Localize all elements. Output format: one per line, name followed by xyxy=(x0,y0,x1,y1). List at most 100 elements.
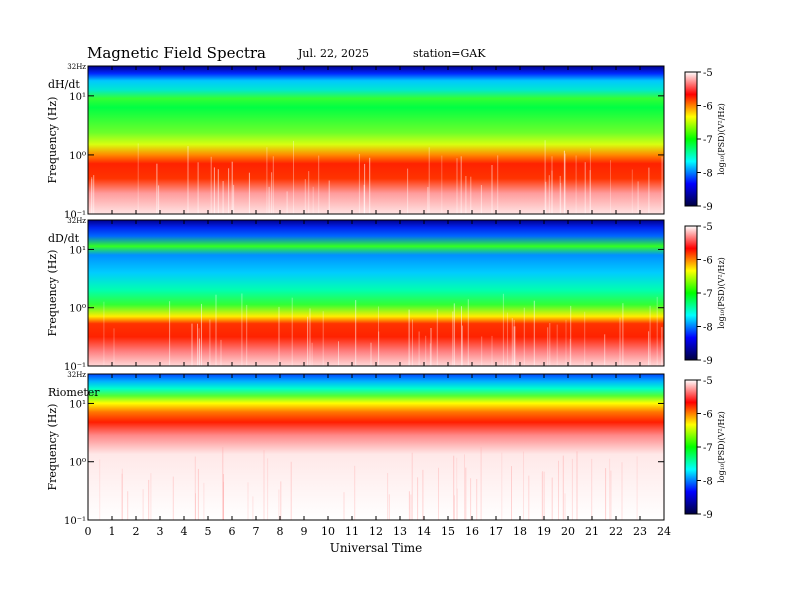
noise-streak xyxy=(571,458,573,520)
noise-streak xyxy=(228,168,230,214)
y-tick-label: 10¹ xyxy=(69,245,86,256)
noise-streak xyxy=(576,451,578,520)
noise-streak xyxy=(507,312,508,366)
noise-streak xyxy=(280,481,282,520)
noise-streak xyxy=(548,175,550,214)
noise-streak xyxy=(661,327,663,366)
spectrogram-panel-3 xyxy=(88,374,664,520)
noise-streak xyxy=(222,474,224,520)
noise-streak xyxy=(209,319,211,366)
y-tick-label: 10⁻¹ xyxy=(64,362,86,373)
noise-streak xyxy=(113,328,115,366)
noise-streak xyxy=(210,156,212,214)
noise-streak xyxy=(203,482,205,520)
x-tick-label: 19 xyxy=(537,525,551,538)
noise-streak xyxy=(417,477,419,520)
noise-streak xyxy=(215,294,217,366)
noise-streak xyxy=(551,477,553,520)
panel-name: dH/dt xyxy=(48,78,80,91)
noise-streak xyxy=(290,461,292,520)
noise-streak xyxy=(441,155,443,214)
colorbar-tick-label: -7 xyxy=(703,289,713,300)
spectrogram-panel-2 xyxy=(88,220,664,366)
colorbar-tick-label: -5 xyxy=(703,376,713,387)
noise-streak xyxy=(156,163,158,214)
x-tick-label: 9 xyxy=(301,525,308,538)
noise-streak xyxy=(547,327,549,366)
noise-streak xyxy=(511,318,513,366)
noise-streak xyxy=(197,162,199,214)
noise-streak xyxy=(304,179,306,214)
y-axis-label: Frequency (Hz) xyxy=(46,250,59,337)
noise-streak xyxy=(622,303,624,366)
noise-streak xyxy=(286,191,288,214)
colorbar-tick-label: -9 xyxy=(703,510,713,521)
noise-streak xyxy=(311,342,313,366)
noise-streak xyxy=(293,140,294,214)
noise-streak xyxy=(542,471,543,520)
noise-streak xyxy=(338,341,339,366)
y-axis-label: Frequency (Hz) xyxy=(46,97,59,184)
noise-streak xyxy=(544,140,546,214)
noise-streak xyxy=(271,172,273,214)
noise-streak xyxy=(589,170,591,214)
noise-streak xyxy=(137,143,139,214)
noise-streak xyxy=(541,472,543,520)
noise-streak xyxy=(308,171,310,214)
noise-streak xyxy=(411,452,413,520)
noise-streak xyxy=(562,455,564,520)
noise-streak xyxy=(252,496,254,520)
noise-streak xyxy=(169,301,171,366)
noise-streak xyxy=(436,309,438,366)
noise-streak xyxy=(378,331,380,366)
spectrogram-panel-1 xyxy=(88,66,664,214)
x-tick-label: 20 xyxy=(561,525,575,538)
noise-streak xyxy=(278,306,280,366)
noise-streak xyxy=(470,176,472,214)
noise-streak xyxy=(198,338,200,366)
x-tick-label: 2 xyxy=(133,525,140,538)
noise-streak xyxy=(291,297,293,366)
noise-streak xyxy=(637,181,639,214)
noise-streak xyxy=(619,317,621,366)
noise-streak xyxy=(248,172,250,214)
colorbar xyxy=(684,71,698,207)
noise-streak xyxy=(565,319,567,366)
noise-streak xyxy=(197,468,199,520)
x-axis-label: Universal Time xyxy=(330,541,423,555)
noise-streak xyxy=(470,478,472,520)
noise-streak xyxy=(605,468,607,520)
noise-streak xyxy=(328,180,330,214)
colorbar-label: log₁₀(PSD)(V²/Hz) xyxy=(717,257,726,329)
date-label: Jul. 22, 2025 xyxy=(298,47,369,60)
y-tick-label: 10⁻¹ xyxy=(64,516,86,527)
noise-streak xyxy=(91,177,93,214)
noise-streak xyxy=(222,181,224,214)
y-tick-label: 10¹ xyxy=(69,399,86,410)
noise-streak xyxy=(121,473,123,520)
x-tick-label: 3 xyxy=(157,525,164,538)
noise-streak xyxy=(438,467,439,520)
noise-streak xyxy=(491,165,493,214)
noise-streak xyxy=(610,160,611,214)
x-tick-label: 17 xyxy=(489,525,503,538)
noise-streak xyxy=(197,323,198,366)
noise-streak xyxy=(121,468,123,520)
noise-streak xyxy=(343,492,345,520)
colorbar-tick-label: -5 xyxy=(703,222,713,233)
noise-streak xyxy=(656,296,658,366)
noise-streak xyxy=(142,489,144,520)
noise-streak xyxy=(307,316,309,366)
noise-streak xyxy=(103,301,105,366)
y-tick-label: 10⁻¹ xyxy=(64,210,86,221)
x-tick-label: 13 xyxy=(393,525,407,538)
x-tick-label: 12 xyxy=(369,525,383,538)
noise-streak xyxy=(533,300,535,366)
noise-streak xyxy=(604,334,606,366)
colorbar-tick-label: -7 xyxy=(703,443,713,454)
noise-streak xyxy=(563,150,565,214)
y-tick-label: 10¹ xyxy=(69,92,86,103)
noise-streak xyxy=(247,482,249,520)
noise-streak xyxy=(591,458,593,520)
noise-streak xyxy=(194,456,196,520)
